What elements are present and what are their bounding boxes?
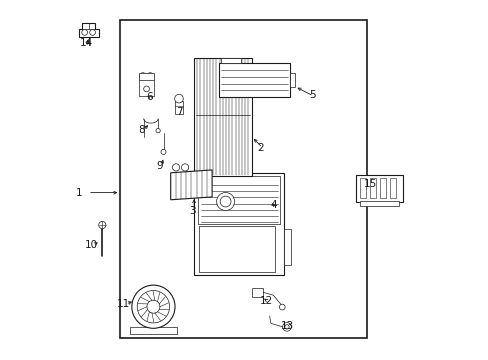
Text: 12: 12 bbox=[259, 296, 272, 306]
Bar bbox=[174, 101, 183, 114]
Polygon shape bbox=[221, 58, 241, 63]
Bar bbox=[120, 20, 366, 338]
Bar bbox=[194, 58, 251, 176]
Circle shape bbox=[161, 149, 166, 154]
Circle shape bbox=[146, 300, 160, 313]
Circle shape bbox=[156, 129, 160, 133]
Circle shape bbox=[139, 73, 146, 80]
Text: 7: 7 bbox=[176, 107, 183, 117]
Polygon shape bbox=[170, 170, 212, 200]
Text: 8: 8 bbox=[138, 125, 145, 135]
Text: 15: 15 bbox=[363, 179, 376, 189]
Bar bbox=[139, 73, 154, 80]
Text: 2: 2 bbox=[257, 143, 264, 153]
Bar bbox=[194, 173, 284, 275]
Circle shape bbox=[284, 325, 288, 329]
Bar bbox=[219, 63, 289, 97]
Circle shape bbox=[181, 164, 188, 171]
Text: 1: 1 bbox=[76, 188, 82, 198]
Text: 10: 10 bbox=[85, 240, 98, 250]
Bar bbox=[289, 73, 294, 87]
Bar bbox=[139, 79, 154, 96]
Circle shape bbox=[137, 291, 169, 323]
Text: 4: 4 bbox=[269, 200, 276, 210]
Circle shape bbox=[81, 30, 87, 35]
Circle shape bbox=[172, 164, 179, 171]
Circle shape bbox=[132, 285, 175, 328]
Bar bbox=[199, 226, 275, 272]
Text: 13: 13 bbox=[281, 321, 294, 331]
Text: 5: 5 bbox=[309, 90, 316, 100]
Text: 3: 3 bbox=[188, 206, 195, 216]
Bar bbox=[359, 178, 366, 198]
Circle shape bbox=[220, 196, 230, 207]
Bar bbox=[355, 175, 402, 202]
Circle shape bbox=[279, 304, 285, 310]
Bar bbox=[251, 288, 263, 297]
Bar bbox=[359, 201, 399, 206]
Circle shape bbox=[174, 94, 183, 103]
Bar bbox=[379, 178, 386, 198]
Bar bbox=[389, 178, 396, 198]
Circle shape bbox=[143, 86, 149, 92]
Circle shape bbox=[282, 323, 291, 331]
Circle shape bbox=[99, 221, 106, 229]
Text: 9: 9 bbox=[156, 161, 163, 171]
Bar bbox=[197, 176, 280, 224]
Bar bbox=[284, 229, 290, 265]
Circle shape bbox=[146, 73, 153, 80]
Circle shape bbox=[89, 30, 95, 35]
Text: 11: 11 bbox=[117, 299, 130, 309]
Text: 6: 6 bbox=[145, 92, 152, 102]
Bar bbox=[130, 327, 177, 334]
Circle shape bbox=[216, 193, 234, 211]
Bar bbox=[369, 178, 375, 198]
Text: 14: 14 bbox=[80, 38, 93, 48]
Polygon shape bbox=[79, 23, 99, 37]
